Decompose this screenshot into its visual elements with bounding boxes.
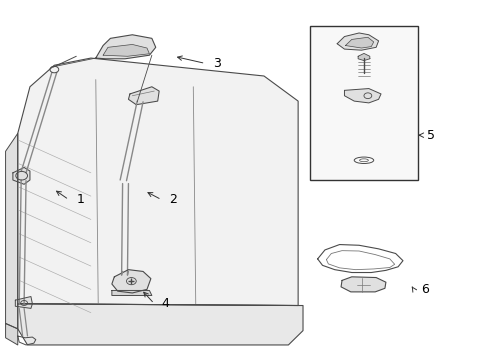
Polygon shape xyxy=(128,87,159,105)
Polygon shape xyxy=(5,323,18,345)
Text: 4: 4 xyxy=(161,297,169,310)
Polygon shape xyxy=(96,35,156,59)
Text: 6: 6 xyxy=(420,283,428,296)
Polygon shape xyxy=(18,304,303,345)
Polygon shape xyxy=(112,270,151,293)
Polygon shape xyxy=(112,291,152,296)
Text: 3: 3 xyxy=(212,57,220,70)
Polygon shape xyxy=(5,134,18,329)
Polygon shape xyxy=(336,33,378,50)
Polygon shape xyxy=(344,89,380,103)
Text: 2: 2 xyxy=(168,193,177,206)
Text: 5: 5 xyxy=(427,129,434,142)
Polygon shape xyxy=(345,37,373,48)
Polygon shape xyxy=(15,297,32,309)
Bar xyxy=(310,26,417,180)
Polygon shape xyxy=(18,58,298,306)
Text: 1: 1 xyxy=(76,193,84,206)
Polygon shape xyxy=(357,53,369,60)
Polygon shape xyxy=(340,277,385,292)
Polygon shape xyxy=(103,44,149,56)
Polygon shape xyxy=(13,167,30,184)
